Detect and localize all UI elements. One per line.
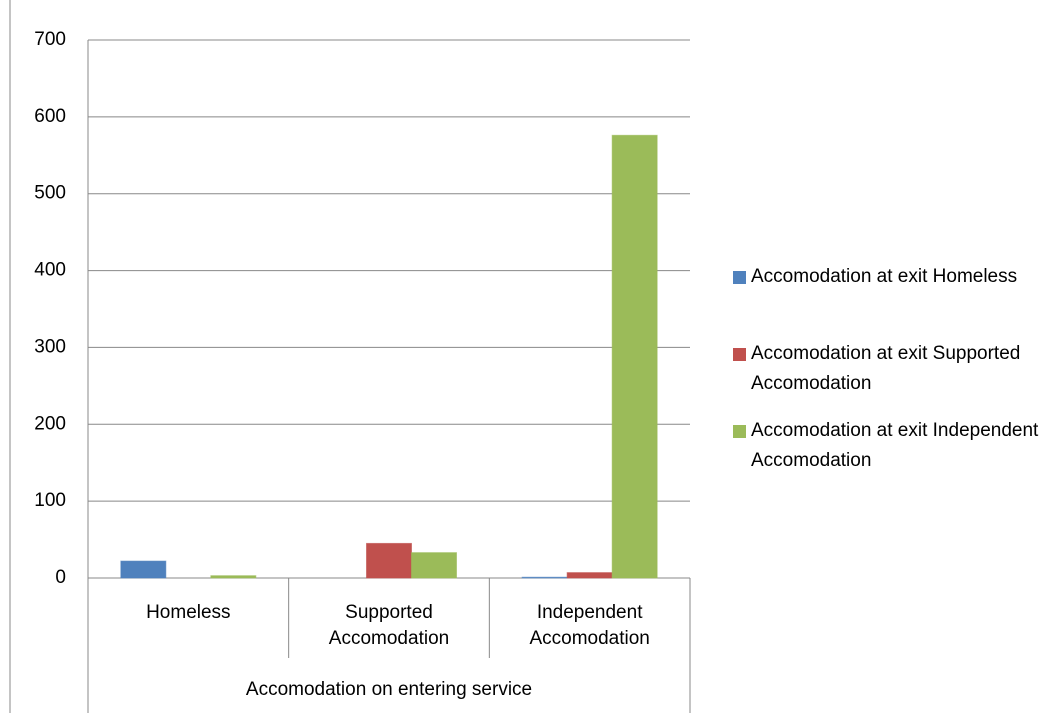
bar (611, 134, 658, 579)
y-tick-label: 200 (34, 413, 66, 434)
legend-swatch (733, 271, 746, 284)
bar (120, 560, 167, 579)
y-tick-label: 0 (55, 567, 66, 588)
x-tick-label: Independent Accomodation (529, 602, 650, 649)
y-tick-label: 400 (34, 260, 66, 281)
legend-entry: Accomodation at exit Homeless (733, 262, 1041, 292)
legend-label: Accomodation at exit Supported Accomodat… (751, 343, 1021, 394)
bar (366, 542, 412, 579)
legend-entry: Accomodation at exit Independent Accomod… (733, 416, 1041, 476)
legend-entry: Accomodation at exit Supported Accomodat… (733, 339, 1041, 399)
bar (521, 576, 568, 579)
legend-label: Accomodation at exit Independent Accomod… (751, 420, 1039, 471)
y-tick-label: 300 (34, 336, 66, 357)
bar (411, 552, 457, 579)
bar (210, 575, 257, 579)
bar (566, 572, 613, 579)
x-tick-label: Homeless (146, 602, 231, 623)
y-tick-label: 500 (34, 183, 66, 204)
x-tick-label: Supported Accomodation (328, 602, 450, 649)
y-tick-label: 700 (34, 29, 66, 50)
legend-swatch (733, 425, 746, 438)
legend-label: Accomodation at exit Homeless (751, 266, 1018, 287)
y-tick-label: 600 (34, 106, 66, 127)
legend-swatch (733, 348, 746, 361)
y-tick-label: 100 (34, 490, 66, 511)
x-axis-title: Accomodation on entering service (245, 679, 533, 700)
